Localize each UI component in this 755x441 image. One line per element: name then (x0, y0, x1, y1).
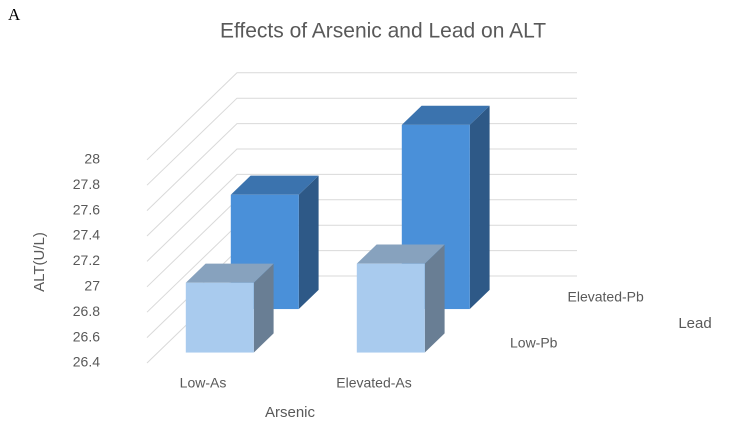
bar-side (469, 105, 490, 310)
grid-line (146, 123, 577, 211)
bar-top (230, 175, 319, 195)
bar (185, 282, 254, 353)
y-tick-label: 28 (84, 151, 100, 167)
legend-label: Elevated-Pb (568, 289, 644, 305)
bar-top (401, 105, 490, 125)
bar-side (298, 175, 319, 310)
bar-top (185, 263, 274, 283)
y-tick-label: 27.4 (73, 227, 100, 243)
y-tick-label: 27.8 (73, 176, 100, 192)
grid-line (146, 148, 577, 237)
y-tick-label: 27.2 (73, 252, 100, 268)
depth-axis-title: Lead (678, 315, 711, 332)
x-tick-label: Elevated-As (336, 375, 411, 391)
grid-line (146, 72, 577, 161)
panel-label: A (8, 5, 21, 24)
bar (356, 263, 425, 353)
legend-label: Low-Pb (510, 335, 558, 351)
grid-line (146, 173, 577, 262)
x-axis-title: Arsenic (265, 404, 316, 421)
y-tick-label: 27 (84, 278, 100, 294)
y-tick-label: 26.6 (73, 328, 100, 344)
x-tick-label: Low-As (180, 375, 227, 391)
y-tick-label: 26.8 (73, 303, 100, 319)
bar-top (356, 244, 445, 264)
y-axis-title: ALT(U/L) (31, 232, 48, 292)
chart-title: Effects of Arsenic and Lead on ALT (220, 20, 546, 43)
y-tick-label: 27.6 (73, 201, 100, 217)
bar-side (424, 244, 445, 353)
bar-side (253, 263, 274, 353)
y-tick-label: 26.4 (73, 354, 100, 370)
grid-line (146, 97, 577, 186)
